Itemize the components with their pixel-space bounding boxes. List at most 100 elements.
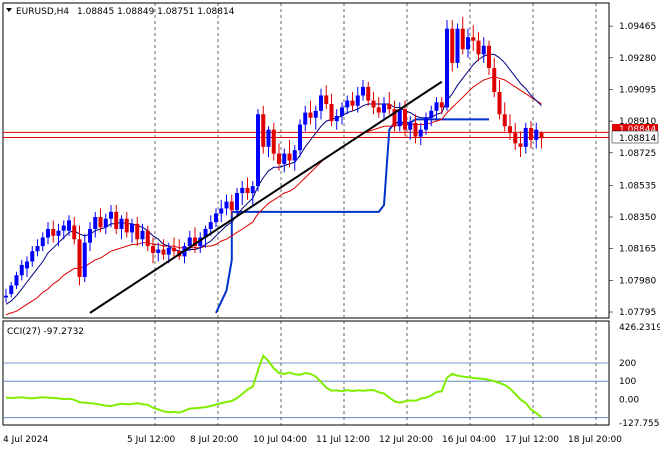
candle-bull bbox=[319, 95, 323, 111]
candle-bull bbox=[250, 186, 255, 194]
y-tick-label: 1.09465 bbox=[619, 22, 656, 32]
candle-bear bbox=[529, 127, 533, 140]
cci-tick-label: 0.00 bbox=[619, 395, 639, 405]
candle-bear bbox=[77, 239, 82, 277]
candle-bull bbox=[266, 129, 271, 147]
candle-bear bbox=[487, 45, 491, 69]
candle-bull bbox=[35, 246, 40, 252]
candle-bear bbox=[145, 230, 150, 247]
candle-bear bbox=[261, 114, 266, 147]
candle-bull bbox=[240, 187, 245, 194]
candle-bear bbox=[371, 100, 376, 108]
x-tick-label: 16 Jul 04:00 bbox=[442, 435, 496, 445]
candle-bear bbox=[376, 107, 381, 113]
x-tick-label: 11 Jul 12:00 bbox=[316, 435, 370, 445]
candle-bear bbox=[539, 133, 544, 139]
x-axis: 4 Jul 2024 5 Jul 12:00 8 Jul 20:00 10 Jul 0… bbox=[3, 435, 622, 445]
cci-title: CCI(27) -97.2732 bbox=[7, 327, 84, 337]
price-tag-value: 1.08814 bbox=[619, 134, 656, 144]
y-tick-label: 1.09280 bbox=[619, 54, 656, 64]
triangle-down-icon[interactable] bbox=[6, 8, 12, 12]
candle-bull bbox=[429, 110, 434, 118]
price-tag-hidden: 1.08844 bbox=[619, 125, 656, 135]
candle-bear bbox=[151, 246, 155, 253]
candle-bear bbox=[245, 187, 250, 194]
chart-frames bbox=[2, 2, 610, 426]
candle-bear bbox=[172, 247, 176, 252]
candle-bull bbox=[224, 201, 229, 209]
candle-bull bbox=[140, 230, 145, 240]
candle-bull bbox=[93, 216, 98, 229]
candle-bear bbox=[271, 129, 276, 154]
candle-bear bbox=[492, 68, 497, 93]
candle-bear bbox=[387, 104, 392, 110]
candle-bear bbox=[366, 86, 371, 101]
candle-bull bbox=[109, 211, 113, 219]
candle-bull bbox=[67, 220, 71, 231]
candle-bull bbox=[408, 122, 413, 130]
candle-bull bbox=[88, 228, 92, 243]
candle-bull bbox=[466, 37, 470, 50]
candle-bull bbox=[46, 228, 50, 238]
candle-bull bbox=[166, 247, 171, 255]
candle-bear bbox=[324, 95, 329, 105]
candle-bull bbox=[214, 213, 218, 223]
stop-line-series bbox=[215, 118, 489, 314]
cci-tick-label: 200 bbox=[619, 359, 636, 369]
x-tick-label: 4 Jul 2024 bbox=[3, 435, 48, 445]
candle-bull bbox=[445, 28, 449, 108]
y-tick-label: 1.07795 bbox=[619, 308, 656, 318]
candle-bear bbox=[518, 143, 523, 147]
candle-bull bbox=[523, 127, 528, 147]
candle-bull bbox=[534, 129, 539, 140]
cci-line bbox=[5, 353, 543, 418]
y-tick-label: 1.08725 bbox=[619, 149, 656, 159]
candle-bull bbox=[455, 28, 460, 63]
cci-y-axis: 426.2319 200 100 0.00 -127.755 bbox=[619, 323, 660, 429]
ma-slow-line bbox=[5, 76, 542, 316]
candle-bull bbox=[313, 110, 318, 118]
candle-bear bbox=[51, 228, 56, 236]
candle-bear bbox=[229, 201, 234, 211]
chart-header: EURUSD,H4 1.08845 1.08849 1.08751 1.0881… bbox=[6, 7, 235, 17]
cci-tick-label: -127.755 bbox=[619, 419, 659, 429]
y-tick-label: 1.08165 bbox=[619, 245, 656, 255]
candle-bull bbox=[382, 104, 386, 113]
candle-bear bbox=[450, 28, 455, 63]
candle-bull bbox=[56, 230, 61, 236]
candle-bull bbox=[282, 153, 287, 164]
candle-bear bbox=[403, 109, 407, 130]
candle-bull bbox=[418, 129, 423, 137]
candle-bull bbox=[4, 295, 8, 298]
candle-bull bbox=[345, 100, 350, 108]
price-tag-bg bbox=[611, 130, 659, 144]
candle-bull bbox=[130, 223, 134, 233]
cci-tick-label: 100 bbox=[619, 377, 636, 387]
candle-bear bbox=[329, 104, 334, 122]
candle-bull bbox=[187, 237, 192, 247]
y-tick-label: 1.08535 bbox=[619, 181, 656, 191]
candle-bear bbox=[471, 37, 476, 41]
price-tag-hidden-bg bbox=[612, 124, 658, 134]
x-tick-label: 5 Jul 12:00 bbox=[127, 435, 176, 445]
candle-bull bbox=[397, 109, 402, 127]
candle-bull bbox=[82, 242, 87, 277]
candle-bear bbox=[392, 109, 397, 127]
candle-bear bbox=[114, 211, 119, 229]
candle-bear bbox=[502, 114, 507, 127]
candle-bull bbox=[103, 218, 108, 228]
y-tick-label: 1.09095 bbox=[619, 85, 656, 95]
ohlc-values: 1.08845 1.08849 1.08751 1.08814 bbox=[77, 7, 235, 17]
candle-bear bbox=[460, 28, 465, 50]
candle-bull bbox=[235, 193, 239, 211]
candles bbox=[4, 16, 544, 303]
candle-bull bbox=[355, 95, 360, 106]
candle-bull bbox=[298, 124, 302, 151]
candle-bear bbox=[476, 40, 481, 55]
candle-bull bbox=[340, 107, 344, 116]
candle-bear bbox=[497, 92, 502, 115]
stop-line bbox=[215, 118, 489, 314]
candle-bull bbox=[25, 261, 29, 269]
candle-bear bbox=[508, 126, 512, 134]
